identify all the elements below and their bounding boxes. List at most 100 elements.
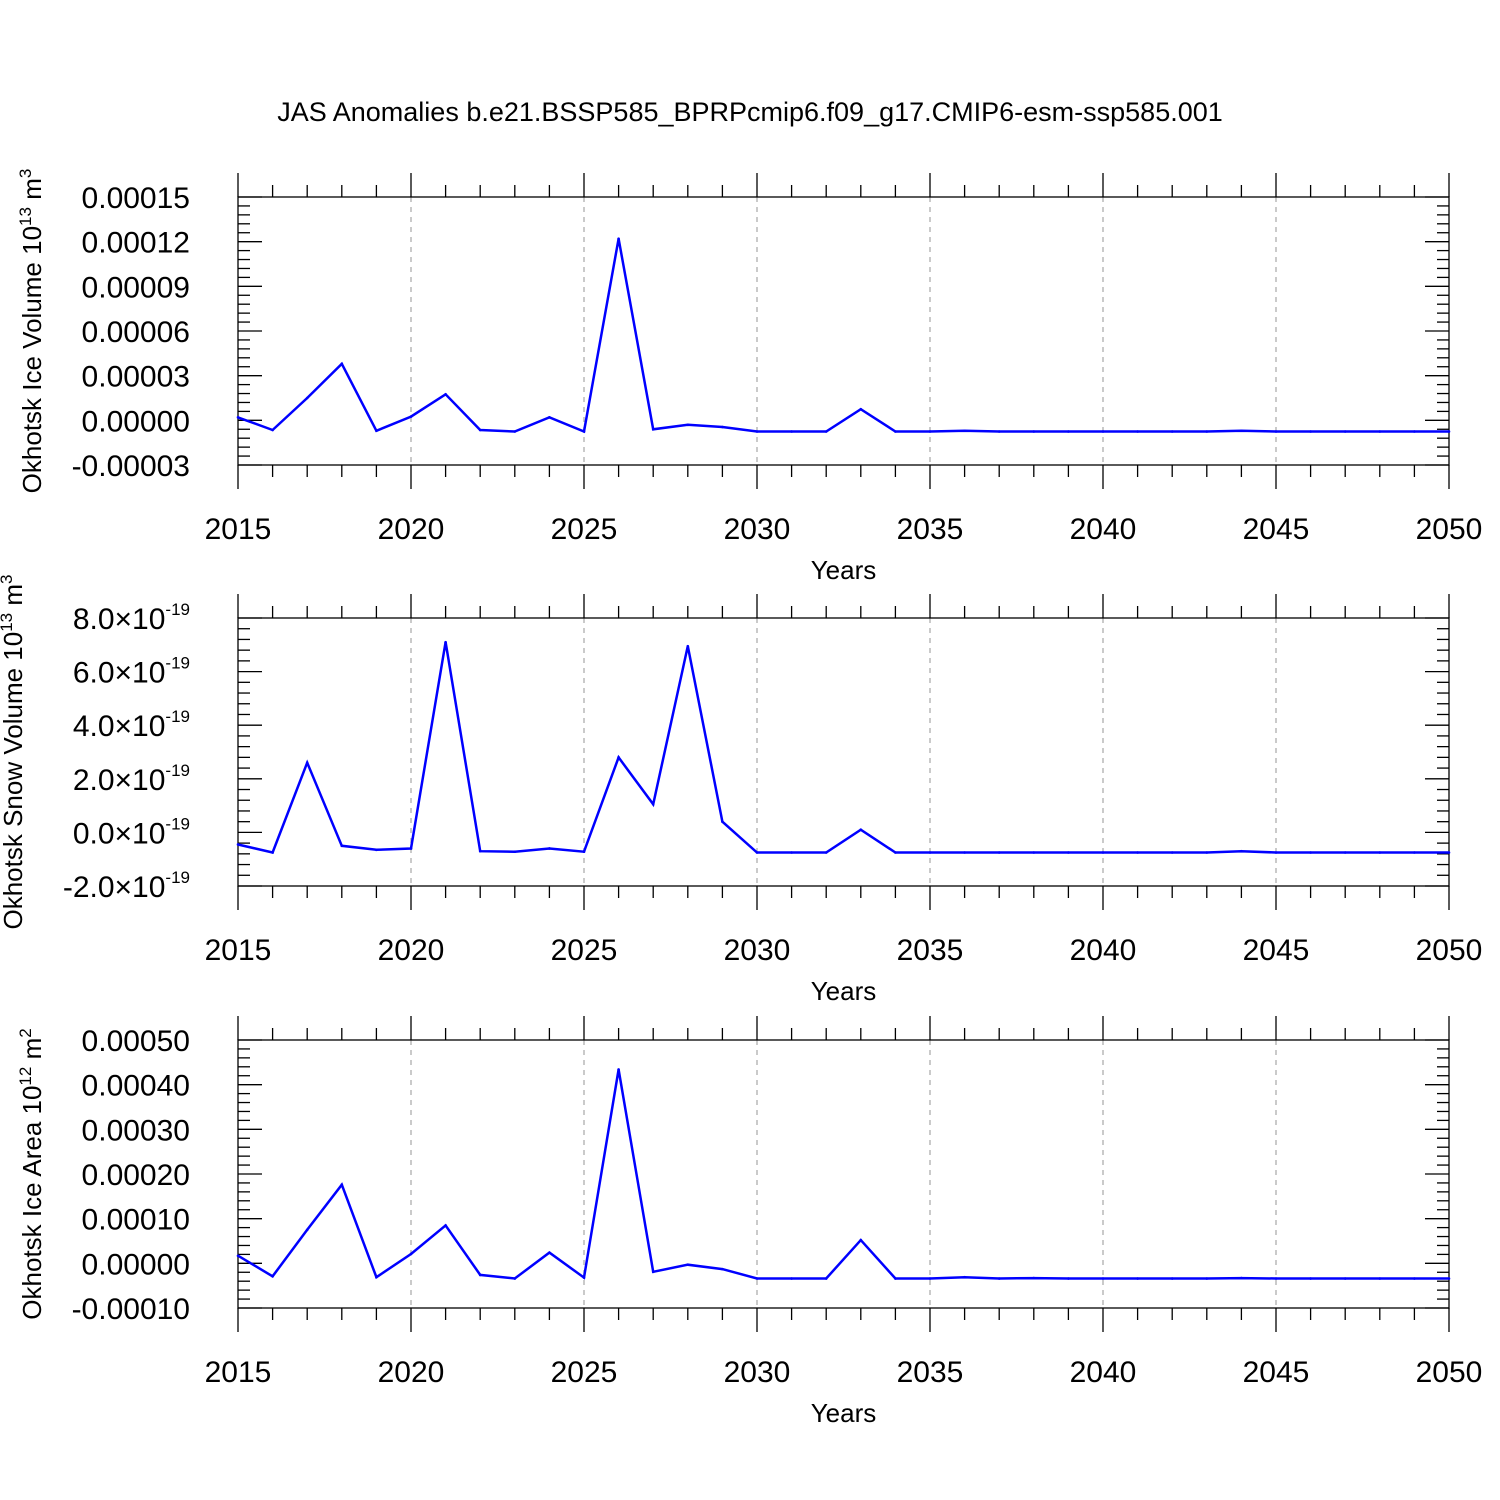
y-axis-label-text: Okhotsk Ice Area 10 (17, 1086, 47, 1320)
data-point (548, 847, 551, 850)
data-point (1067, 1277, 1070, 1280)
data-point (1413, 1277, 1416, 1280)
y-tick-label: 0.0×10-19 (73, 814, 190, 850)
x-tick-label: 2045 (1243, 1356, 1310, 1389)
data-point (686, 644, 690, 648)
data-point (928, 430, 932, 433)
y-tick-label: 0.00040 (82, 1070, 190, 1103)
y-tick-exponent: -19 (165, 600, 190, 619)
y-tick-label: 0.00000 (82, 405, 190, 438)
x-tick-label: 2035 (897, 1356, 964, 1389)
data-point (340, 844, 344, 848)
ice-volume-panel: -0.00003 0.00000 0.00003 0.00006 0.00009 0.00… (16, 169, 1482, 585)
x-axis-label: Years (811, 555, 877, 585)
y-axis-label-exponent: 13 (0, 613, 16, 632)
data-point (617, 756, 620, 759)
data-point (1309, 851, 1312, 854)
data-point (1101, 851, 1105, 854)
data-point (1309, 430, 1312, 433)
data-point (1136, 851, 1139, 854)
y-tick-mantissa: -2.0×10 (63, 871, 166, 904)
data-point (513, 430, 517, 433)
y-tick-exponent: -19 (165, 868, 190, 887)
x-tick-label: 2020 (378, 513, 445, 546)
y-axis-label-unit: m (17, 178, 47, 207)
data-point (271, 1274, 274, 1278)
y-tick-exponent: -19 (165, 707, 190, 726)
data-point (1274, 1277, 1278, 1280)
data-point (1170, 851, 1174, 854)
data-point (305, 396, 309, 400)
y-tick-label: 8.0×10-19 (73, 600, 190, 636)
data-point (305, 761, 309, 765)
data-point (824, 851, 828, 854)
x-axis-label: Years (811, 1398, 877, 1428)
data-point (1205, 1277, 1209, 1280)
data-point (790, 430, 793, 433)
x-tick-label: 2025 (551, 934, 618, 967)
y-tick-label: -2.0×10-19 (63, 868, 190, 904)
data-point (1240, 849, 1243, 853)
data-point (548, 416, 551, 419)
data-point (409, 847, 413, 850)
data-point (755, 851, 759, 854)
data-point (513, 850, 517, 853)
data-point (1205, 851, 1209, 854)
data-point (1447, 851, 1451, 854)
x-tick-label: 2015 (205, 934, 272, 967)
data-point (375, 848, 378, 852)
plot-frame (237, 617, 1450, 887)
y-tick-label: 2.0×10-19 (73, 761, 190, 797)
data-point (1170, 1277, 1174, 1280)
y-tick-exponent: -19 (165, 814, 190, 833)
data-point (1240, 1276, 1243, 1280)
data-point (1413, 851, 1416, 854)
y-axis-label-exponent: 12 (16, 1067, 35, 1086)
x-tick-label: 2020 (378, 1356, 445, 1389)
data-point (997, 430, 1001, 433)
y-tick-label: 0.00009 (82, 271, 190, 304)
data-point (548, 1251, 551, 1254)
y-tick-label: -0.00010 (72, 1293, 190, 1326)
data-point (1136, 1277, 1139, 1280)
data-point (928, 1277, 932, 1280)
y-axis-label-unit: m (0, 584, 28, 613)
data-point (1309, 1277, 1312, 1280)
data-point (721, 820, 724, 823)
y-tick-label: 0.00012 (82, 227, 190, 260)
data-point (755, 1277, 759, 1280)
data-point (617, 1068, 620, 1071)
data-point (894, 851, 897, 854)
y-tick-mantissa: 8.0×10 (73, 603, 166, 636)
x-tick-label: 2050 (1416, 934, 1483, 967)
data-point (686, 1263, 690, 1266)
data-point (478, 1273, 482, 1277)
y-tick-label: 0.00000 (82, 1248, 190, 1281)
y-axis-label: Okhotsk Ice Volume 1013 m3 (16, 169, 47, 494)
x-tick-label: 2030 (724, 513, 791, 546)
data-point (444, 392, 447, 396)
data-point (1136, 430, 1139, 433)
data-point (963, 851, 966, 854)
x-tick-label: 2045 (1243, 934, 1310, 967)
x-tick-label: 2030 (724, 934, 791, 967)
data-point (1170, 430, 1174, 433)
data-point (963, 429, 966, 433)
data-point (894, 430, 897, 433)
data-point (859, 1238, 863, 1242)
data-point (1343, 1277, 1347, 1280)
data-point (582, 850, 586, 853)
data-point (513, 1277, 517, 1280)
data-line (237, 238, 1449, 434)
x-tick-label: 2015 (205, 1356, 272, 1389)
y-tick-label: 0.00030 (82, 1114, 190, 1147)
data-point (1343, 430, 1347, 433)
data-point (721, 425, 724, 429)
data-point (582, 430, 586, 433)
data-point (1447, 430, 1451, 433)
data-point (478, 849, 482, 853)
data-point (1343, 851, 1347, 854)
y-tick-label: 0.00006 (82, 316, 190, 349)
data-point (375, 1275, 378, 1279)
